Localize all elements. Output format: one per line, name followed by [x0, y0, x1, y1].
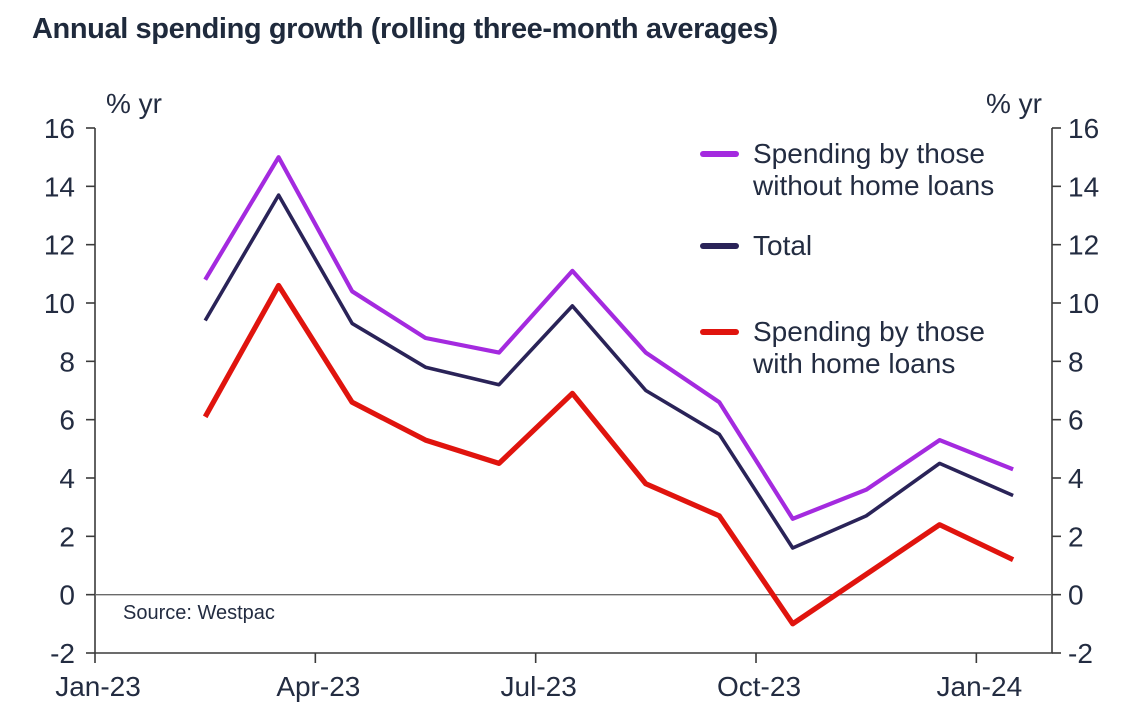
y-tick-label-left: 4: [59, 463, 75, 494]
x-tick-label: Jan-23: [55, 671, 141, 702]
series-line-spending-by-those-without-home-loans: [203, 155, 1014, 521]
y-tick-label-left: 8: [59, 346, 75, 377]
x-tick-label: Jul-23: [501, 671, 577, 702]
y-tick-label-left: 14: [44, 171, 75, 202]
y-tick-label-left: 0: [59, 580, 75, 611]
y-tick-label-right: 8: [1068, 346, 1084, 377]
y-tick-label-right: 16: [1068, 113, 1099, 144]
source-note: Source: Westpac: [123, 602, 275, 624]
y-tick-label-right: 2: [1068, 521, 1084, 552]
series-line-total: [203, 193, 1014, 550]
series-line-spending-by-those-with-home-loans: [202, 282, 1015, 627]
y-tick-label-right: 14: [1068, 171, 1099, 202]
y-axis-unit-right: % yr: [986, 88, 1042, 119]
y-tick-label-left: 6: [59, 405, 75, 436]
x-tick-label: Oct-23: [717, 671, 801, 702]
y-tick-label-right: -2: [1068, 638, 1093, 669]
x-tick-label: Apr-23: [276, 671, 360, 702]
y-tick-label-left: 12: [44, 230, 75, 261]
y-tick-label-left: 2: [59, 521, 75, 552]
axis-frame: [94, 128, 1053, 654]
y-tick-label-left: 10: [44, 288, 75, 319]
chart-title: Annual spending growth (rolling three-mo…: [32, 13, 778, 45]
y-tick-label-right: 4: [1068, 463, 1084, 494]
y-tick-label-left: 16: [44, 113, 75, 144]
x-tick-label: Jan-24: [937, 671, 1023, 702]
y-axis-unit-left: % yr: [106, 88, 162, 119]
y-tick-label-right: 6: [1068, 405, 1084, 436]
y-tick-label-right: 12: [1068, 230, 1099, 261]
y-tick-label-right: 0: [1068, 580, 1084, 611]
y-tick-label-left: -2: [50, 638, 75, 669]
y-tick-label-right: 10: [1068, 288, 1099, 319]
